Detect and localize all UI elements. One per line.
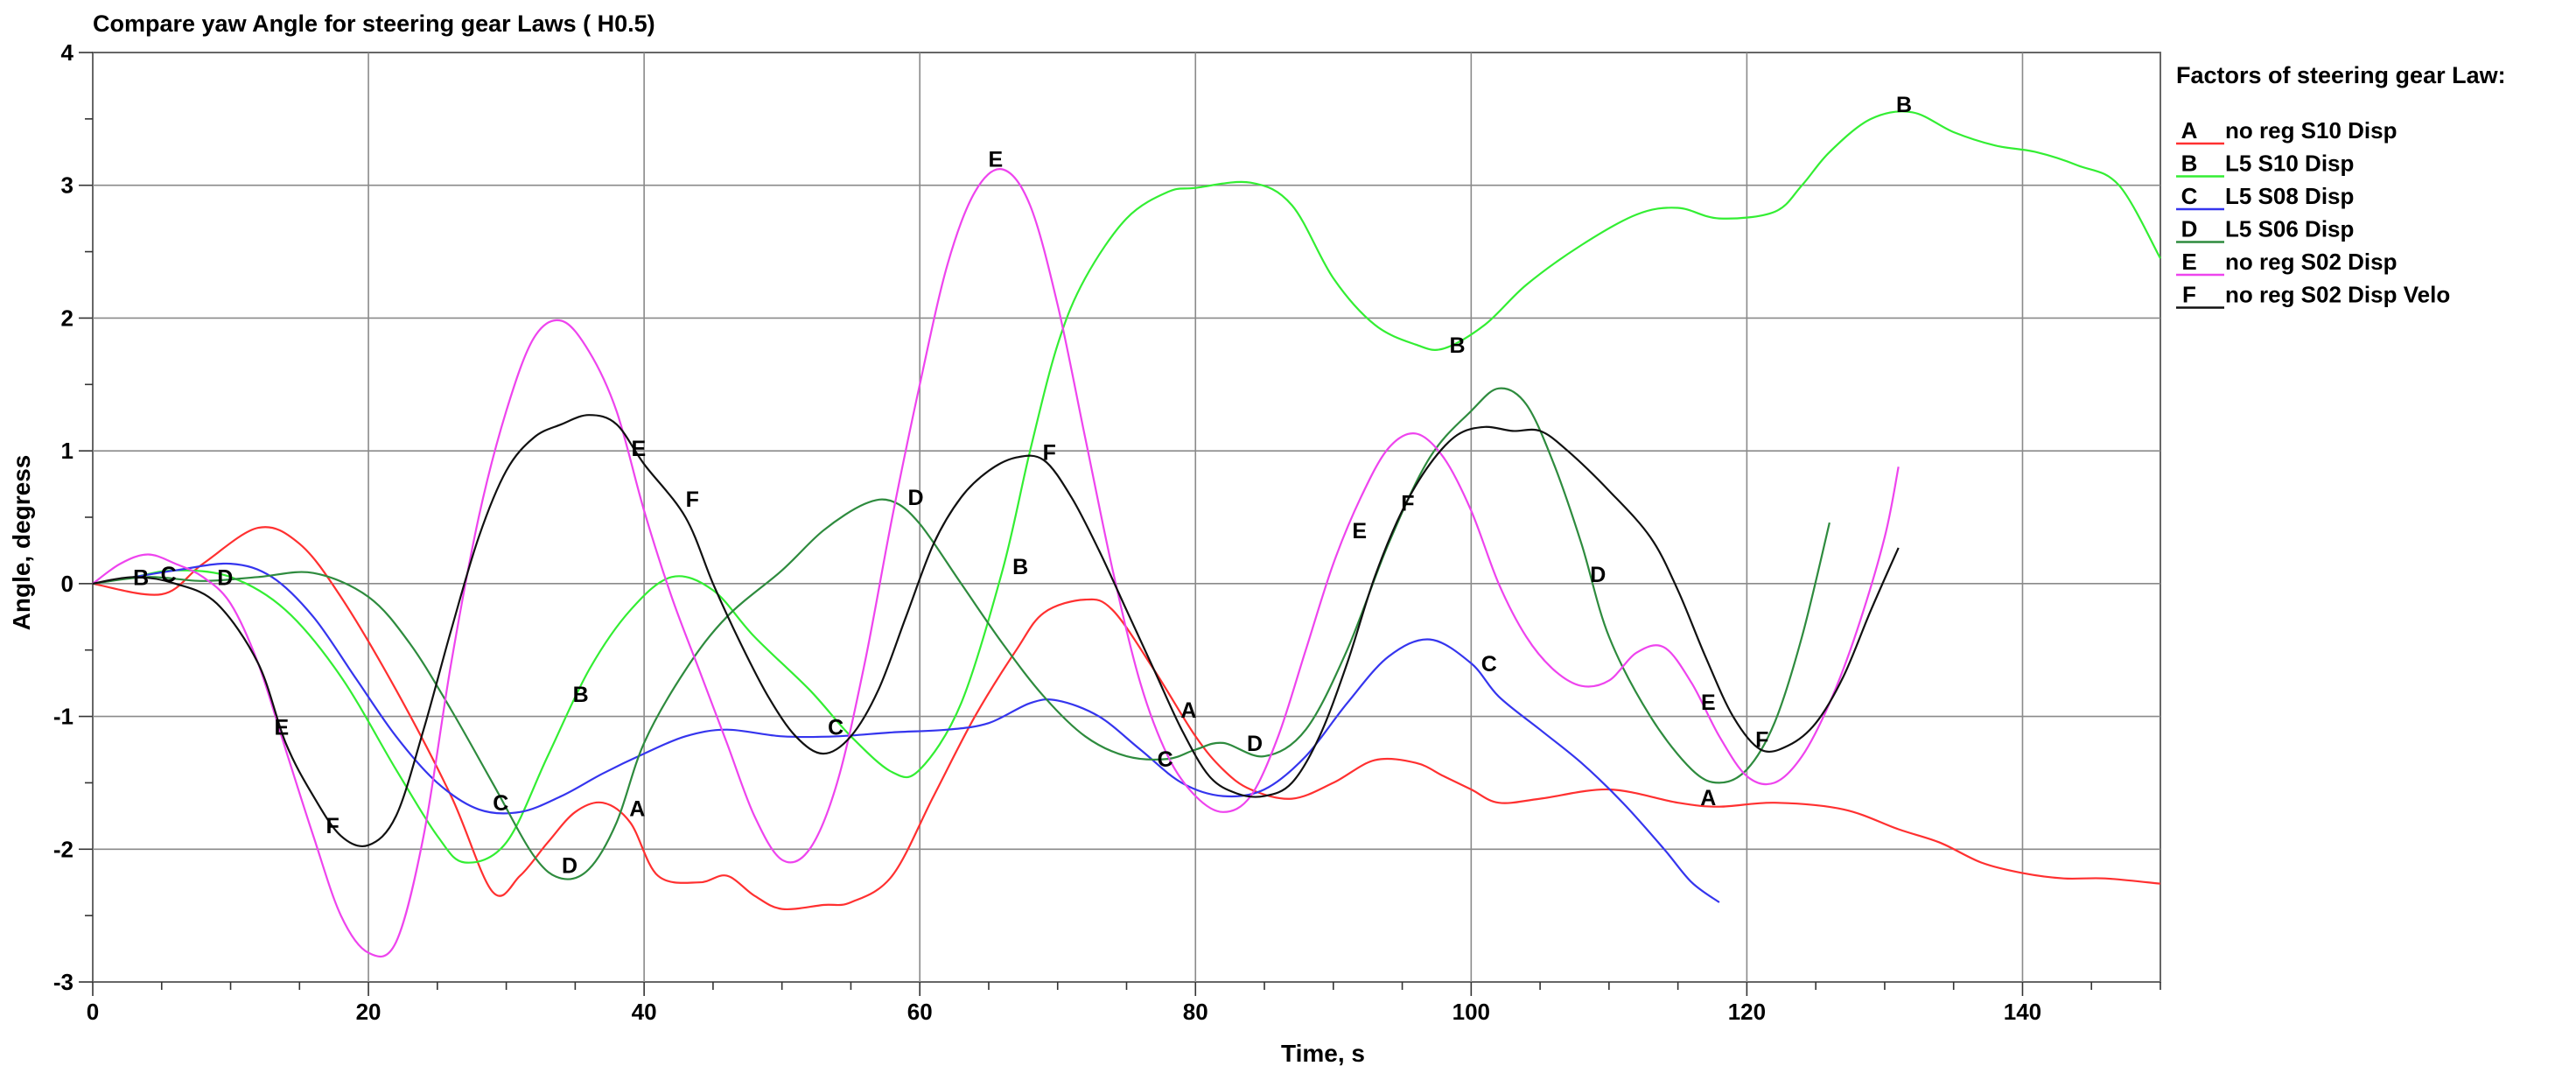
legend-label: no reg S02 Disp Velo [2225,282,2450,308]
plot-area [92,52,2161,983]
legend-label: no reg S10 Disp [2225,117,2398,144]
x-tick-label: 40 [632,999,657,1025]
point-label: B [1012,555,1028,579]
series-lines [92,110,2161,957]
point-label: C [1481,652,1497,677]
x-tick-label: 80 [1183,999,1208,1025]
point-label: C [828,716,844,740]
legend-marker: A [2181,117,2198,144]
x-tick-label: 60 [907,999,933,1025]
point-label: A [1180,698,1196,723]
x-axis-label: Time, s [1281,1040,1365,1067]
point-label: E [988,147,1003,172]
legend-item: D L5 S06 Disp [2176,216,2354,243]
point-label: C [161,563,177,587]
point-label: D [562,853,578,878]
point-label: A [1700,786,1716,810]
chart-title: Compare yaw Angle for steering gear Laws… [93,11,655,37]
series-line-f [92,414,1900,848]
point-label: C [1158,747,1173,772]
legend-title: Factors of steering gear Law: [2176,62,2506,88]
point-label: E [1701,691,1716,715]
point-label: F [686,487,699,512]
point-label: A [629,796,645,821]
point-label: E [1352,519,1367,544]
legend-item: C L5 S08 Disp [2176,183,2354,211]
y-axis-label: Angle, degress [8,455,35,631]
y-tick-label: 3 [61,172,74,199]
point-label: F [1755,727,1768,752]
point-label: E [274,716,289,740]
x-tick-label: 20 [356,999,382,1025]
x-tick-label: 0 [87,999,99,1025]
point-label: D [1590,563,1606,587]
point-label: E [631,437,646,461]
legend-marker: C [2181,183,2198,209]
y-tick-label: 0 [61,571,74,597]
legend-label: no reg S02 Disp [2225,249,2398,275]
point-label: F [1043,441,1056,466]
y-tick-label: 4 [61,39,74,66]
x-tick-label: 140 [2004,999,2041,1025]
legend-marker: B [2181,151,2198,177]
y-tick-label: -2 [53,836,74,862]
series-line-d [92,387,1830,880]
point-label: B [573,683,589,707]
y-tick-label: -3 [53,969,74,995]
point-label: D [1247,732,1263,756]
legend-marker: E [2181,249,2196,275]
legend-label: L5 S06 Disp [2225,216,2354,242]
legend-marker: F [2182,282,2196,308]
point-label: F [1401,491,1414,515]
series-line-c [92,562,1720,903]
x-tick-label: 120 [1728,999,1766,1025]
point-label: B [1896,93,1912,117]
legend-label: L5 S10 Disp [2225,151,2354,177]
point-label: D [217,565,233,590]
point-label: F [326,814,339,838]
legend-label: L5 S08 Disp [2225,183,2354,209]
x-tick-label: 100 [1452,999,1490,1025]
point-label: D [907,486,923,510]
y-tick-label: 2 [61,305,74,331]
series-line-b [92,110,2161,864]
point-label: B [1450,333,1466,358]
legend-marker: D [2181,216,2198,242]
y-tick-label: 1 [61,438,74,464]
series-line-e [92,168,1900,957]
axis-ticks: 0 20 40 60 80 100 120 140 -3 -2 -1 0 1 2 3 4 [53,39,2161,1025]
y-tick-label: -1 [53,704,74,730]
series-line-a [92,526,2161,911]
point-label: B [133,565,149,590]
legend-item: B L5 S10 Disp [2176,151,2354,178]
point-label: C [493,791,508,816]
